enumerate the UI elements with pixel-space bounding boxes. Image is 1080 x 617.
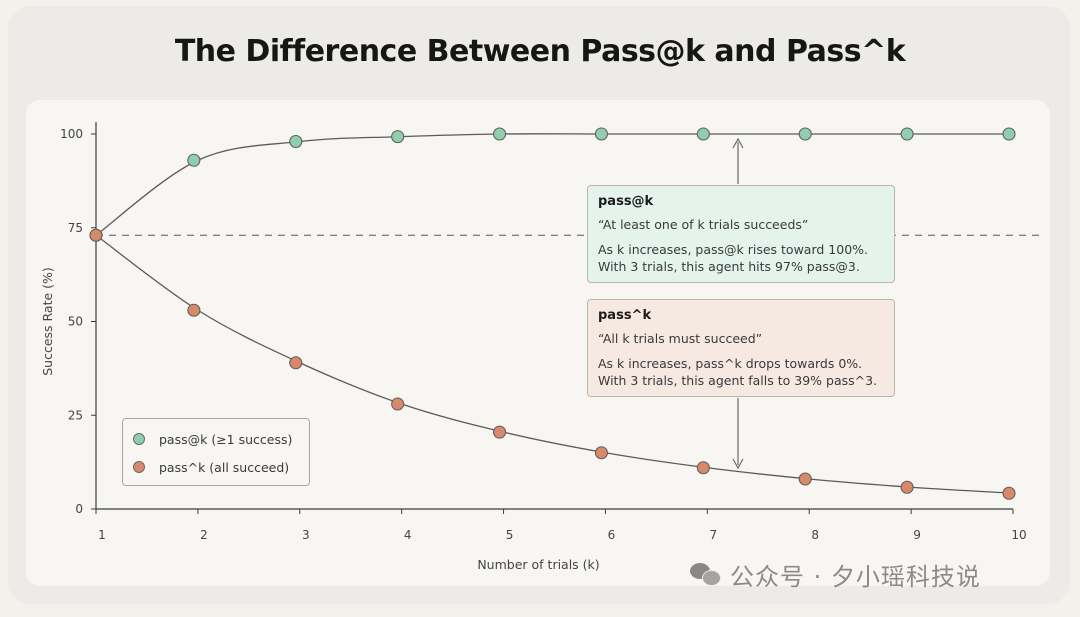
pass-at-k-annotation: pass@k “At least one of k trials succeed… <box>587 185 895 283</box>
x-tick-label: 7 <box>710 528 718 542</box>
data-point-pass-caret-k <box>391 397 405 411</box>
data-point-pass-caret-k <box>696 461 710 475</box>
data-point-pass-caret-k <box>89 228 103 242</box>
legend-label: pass^k (all succeed) <box>159 459 290 475</box>
data-point-pass-at-k <box>696 127 710 141</box>
data-point-pass-caret-k <box>1002 486 1016 500</box>
data-point-pass-caret-k <box>289 356 303 370</box>
y-tick-label: 50 <box>68 315 83 329</box>
data-point-pass-at-k <box>493 127 507 141</box>
data-point-pass-caret-k <box>900 480 914 494</box>
data-point-pass-caret-k <box>493 425 507 439</box>
x-tick-label: 3 <box>302 528 310 542</box>
x-axis-label: Number of trials (k) <box>477 557 599 572</box>
x-tick-label: 9 <box>913 528 921 542</box>
annotation-quote: “At least one of k trials succeeds” <box>598 217 809 232</box>
legend-swatch-pass-at-k <box>133 433 145 445</box>
chart-legend: pass@k (≥1 success) pass^k (all succeed) <box>122 418 310 486</box>
annotation-quote: “All k trials must succeed” <box>598 331 763 346</box>
watermark-text: 公众号 · 夕小瑶科技说 <box>730 562 981 591</box>
data-point-pass-at-k <box>900 127 914 141</box>
page-title: The Difference Between Pass@k and Pass^k <box>174 34 906 69</box>
y-axis-label: Success Rate (%) <box>40 267 55 376</box>
x-tick-label: 2 <box>200 528 208 542</box>
annotation-line: As k increases, pass^k drops towards 0%. <box>598 356 863 371</box>
legend-item-pass-caret-k: pass^k (all succeed) <box>133 459 289 475</box>
x-tick-label: 5 <box>506 528 514 542</box>
annotation-heading: pass@k <box>598 194 654 209</box>
annotation-line: With 3 trials, this agent falls to 39% p… <box>598 373 878 388</box>
data-point-pass-at-k <box>187 153 201 167</box>
series-line-pass-at-k <box>95 133 1013 236</box>
data-point-pass-caret-k <box>798 472 812 486</box>
data-point-pass-at-k <box>391 130 405 144</box>
arrowhead-up <box>732 137 744 149</box>
y-tick-label: 100 <box>60 127 83 141</box>
pass-caret-k-annotation: pass^k “All k trials must succeed” As k … <box>587 299 895 397</box>
arrowhead-down <box>732 458 744 470</box>
data-point-pass-at-k <box>594 127 608 141</box>
data-point-pass-caret-k <box>594 446 608 460</box>
x-tick-label: 6 <box>608 528 616 542</box>
wechat-icon <box>690 563 721 586</box>
x-tick-label: 1 <box>98 528 106 542</box>
legend-label: pass@k (≥1 success) <box>159 431 293 447</box>
x-tick-label: 10 <box>1011 528 1026 542</box>
x-tick-label: 8 <box>811 528 819 542</box>
annotation-line: With 3 trials, this agent hits 97% pass@… <box>598 259 860 274</box>
annotation-line: As k increases, pass@k rises toward 100%… <box>598 242 868 257</box>
watermark: 公众号 · 夕小瑶科技说 <box>690 556 981 592</box>
data-point-pass-at-k <box>1002 127 1016 141</box>
y-tick-label: 25 <box>68 408 83 422</box>
x-tick-label: 4 <box>404 528 412 542</box>
series-line-pass-caret-k <box>95 234 1014 494</box>
legend-item-pass-at-k: pass@k (≥1 success) <box>133 431 292 447</box>
y-tick-label: 0 <box>75 502 83 516</box>
data-point-pass-at-k <box>798 127 812 141</box>
y-tick-label: 75 <box>68 221 83 235</box>
data-point-pass-at-k <box>289 134 303 149</box>
annotation-heading: pass^k <box>598 308 652 323</box>
legend-swatch-pass-caret-k <box>133 461 145 473</box>
data-point-pass-caret-k <box>187 303 201 317</box>
